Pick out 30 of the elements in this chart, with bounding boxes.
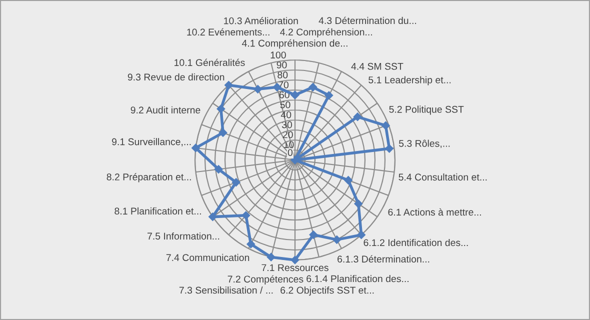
spoke-label: 6.1 Actions à mettre... bbox=[388, 208, 481, 216]
spoke-label: 5.1 Leadership et... bbox=[368, 76, 451, 86]
spoke-label: 4.3 Détermination du... bbox=[318, 16, 416, 24]
spoke-label: 7.2 Compétences bbox=[228, 275, 304, 284]
spoke-label: 8.1 Planification et... bbox=[114, 207, 201, 215]
y-tick-label: 90 bbox=[276, 62, 287, 68]
spoke-label: 5.3 Rôles,... bbox=[399, 140, 450, 148]
spoke-label: 10.3 Amélioration bbox=[224, 16, 298, 24]
spoke-label: 10.1 Généralités bbox=[174, 58, 245, 66]
spoke-label: 7.3 Sensibilisation / ... bbox=[179, 286, 273, 294]
spoke-label: 9.2 Audit interne bbox=[130, 106, 200, 114]
spoke-label: 4.2 Compréhension... bbox=[280, 28, 372, 38]
spoke-label: 7.1 Ressources bbox=[262, 264, 328, 272]
spoke-label: 5.4 Consultation et... bbox=[398, 173, 487, 181]
y-tick-label: 80 bbox=[278, 72, 288, 78]
spoke-label: 9.3 Revue de direction bbox=[128, 73, 224, 81]
spoke-label: 6.1.4 Planification des... bbox=[306, 275, 408, 282]
spoke-label: 9.1 Surveillance,... bbox=[112, 138, 191, 146]
spoke-label: 4.1 Compréhension de... bbox=[242, 39, 348, 49]
spoke-label: 6.1.2 Identification des... bbox=[364, 238, 468, 246]
y-tick-label: 0 bbox=[288, 149, 293, 156]
spoke-label: 7.4 Communication bbox=[166, 254, 250, 262]
spoke-label: 6.1.3 Détermination... bbox=[338, 255, 430, 263]
spoke-label: 5.2 Politique SST bbox=[389, 106, 464, 115]
spoke-label: 8.2 Préparation et... bbox=[106, 173, 191, 182]
spoke-label: 6.2 Objectifs SST et... bbox=[280, 286, 374, 296]
spoke-label: 4.4 SM SST bbox=[351, 62, 404, 70]
y-tick-label: 100 bbox=[270, 52, 286, 58]
spoke-label: 7.5 Information... bbox=[148, 232, 220, 240]
spoke-label: 10.2 Evénements... bbox=[187, 28, 270, 36]
